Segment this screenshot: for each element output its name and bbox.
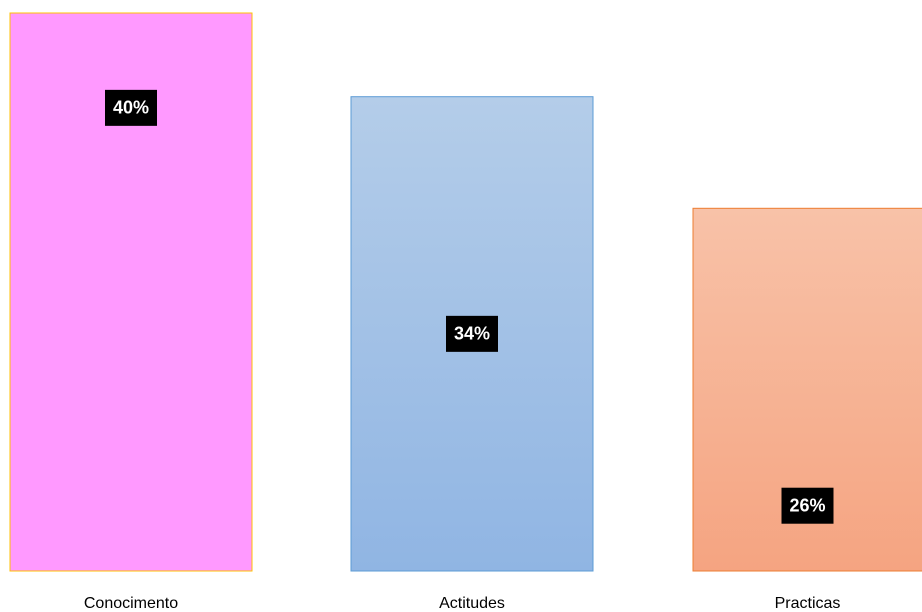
data-label-box — [781, 487, 834, 524]
data-label: 40% — [113, 98, 149, 118]
data-label-box — [446, 315, 498, 352]
x-tick-label: Actitudes — [439, 595, 505, 612]
data-label: 34% — [454, 324, 490, 344]
x-tick-label: Conocimento — [84, 595, 178, 612]
data-label-box — [105, 89, 157, 126]
x-tick-label: Practicas — [775, 595, 841, 612]
data-label: 26% — [789, 495, 825, 515]
